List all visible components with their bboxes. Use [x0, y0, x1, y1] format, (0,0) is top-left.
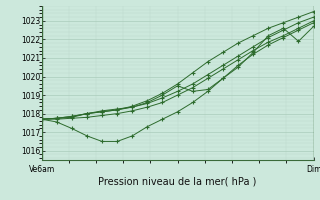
- X-axis label: Pression niveau de la mer( hPa ): Pression niveau de la mer( hPa ): [99, 177, 257, 187]
